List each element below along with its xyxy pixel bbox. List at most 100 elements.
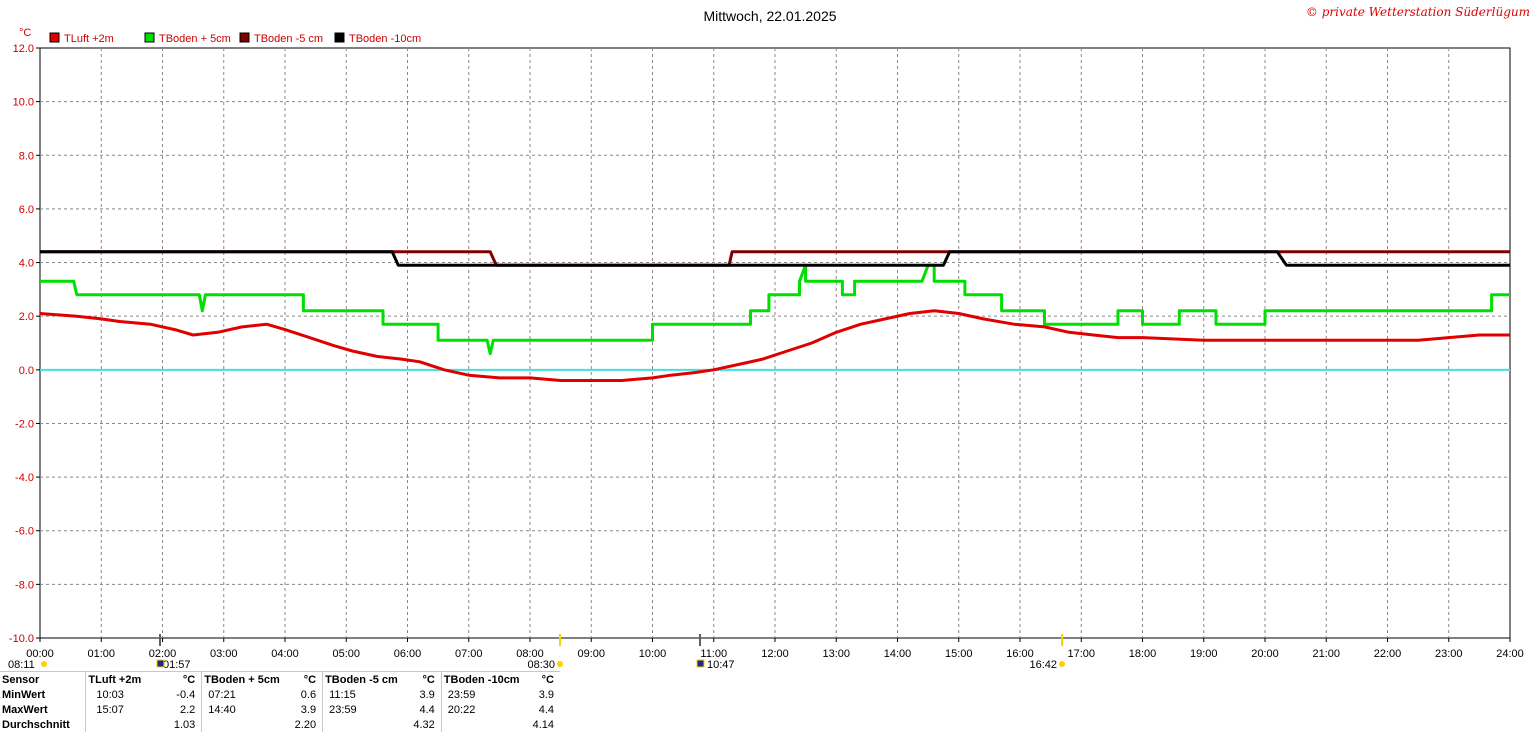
stats-time: 10:03 (85, 687, 165, 702)
x-tick-label: 12:00 (761, 648, 789, 660)
stats-value: 1.03 (173, 718, 196, 731)
stats-header-tbodenm5: TBoden -5 cm (322, 672, 405, 687)
stats-value: 3.9 (538, 688, 554, 701)
x-tick-label: 24:00 (1496, 648, 1524, 660)
copyright-text: © private Wetterstation Süderlügum (1306, 5, 1530, 19)
chart-title: Mittwoch, 22.01.2025 (703, 8, 836, 24)
y-tick-label: -2.0 (15, 418, 34, 430)
x-tick-label: 18:00 (1129, 648, 1157, 660)
stats-header-unit: °C (422, 673, 435, 686)
series-line (39, 309, 1510, 382)
x-tick-label: 20:00 (1251, 648, 1279, 660)
x-tick-label: 01:00 (87, 648, 115, 660)
x-tick-label: 04:00 (271, 648, 299, 660)
legend-label: TBoden -10cm (349, 33, 421, 45)
y-tick-label: 10.0 (13, 97, 34, 109)
marker-time-label: 08:11 (8, 659, 35, 671)
sun-marker (1059, 661, 1065, 667)
x-tick-label: 00:00 (26, 648, 54, 660)
stats-time (201, 717, 286, 732)
x-tick-label: 05:00 (332, 648, 360, 660)
stats-value: 4.4 (419, 703, 435, 716)
sun-marker (41, 661, 47, 667)
legend-swatch (334, 32, 345, 43)
legend-swatch (49, 32, 60, 43)
legend-swatch (239, 32, 250, 43)
stats-value: 4.4 (538, 703, 554, 716)
stats-time: 15:07 (85, 702, 165, 717)
stats-label: Durchschnitt (2, 718, 70, 731)
y-tick-label: 4.0 (19, 258, 34, 270)
series-line (40, 250, 1510, 267)
grid (39, 47, 1511, 639)
stats-value: 3.9 (300, 703, 317, 716)
stats-header-unit: °C (182, 673, 196, 686)
legend-label: TBoden + 5cm (159, 33, 231, 45)
series-line (40, 263, 1510, 356)
stats-header-tboden5: TBoden + 5cm (201, 672, 286, 687)
stats-label: MaxWert (2, 703, 48, 716)
statistics-table: Sensor TLuft +2m °C TBoden + 5cm °C TBod… (0, 671, 560, 745)
y-axis-unit: °C (19, 27, 31, 39)
stats-value: 3.9 (419, 688, 435, 701)
stats-row-min: MinWert 10:03 -0.4 07:21 0.6 11:15 3.9 2… (0, 687, 560, 702)
x-tick-label: 06:00 (394, 648, 422, 660)
stats-time: 20:22 (440, 702, 524, 717)
y-axis-ticks: 12.0 10.0 8.0 6.0 4.0 2.0 0.0 -2.0 -4.0 -6.0 -8.0 -… (9, 43, 40, 645)
stats-row-avg: Durchschnitt 1.03 2.20 4.32 4.14 (0, 717, 560, 732)
x-tick-label: 15:00 (945, 648, 973, 660)
x-tick-label: 11:00 (700, 648, 727, 660)
x-tick-label: 13:00 (822, 648, 850, 660)
y-tick-label: 6.0 (19, 204, 34, 216)
stats-time: 14:40 (201, 702, 286, 717)
y-tick-label: 12.0 (13, 43, 34, 55)
stats-row-max: MaxWert 15:07 2.2 14:40 3.9 23:59 4.4 20… (0, 702, 560, 717)
y-tick-label: -8.0 (15, 579, 34, 591)
stats-header-unit: °C (541, 673, 554, 686)
x-tick-label: 10:00 (639, 648, 667, 660)
stats-header-tbodenm10: TBoden -10cm (440, 672, 524, 687)
y-tick-label: -6.0 (15, 526, 34, 538)
x-axis-ticks: 00:00 01:00 02:00 03:00 04:00 05:00 06:00 07:00… (26, 638, 1524, 660)
x-tick-label: 08:00 (516, 648, 544, 660)
stats-value: 0.6 (300, 688, 317, 701)
marker-time-label: 08:30 (527, 659, 555, 671)
stats-time: 11:15 (322, 687, 405, 702)
x-tick-label: 09:00 (577, 648, 605, 660)
x-tick-label: 03:00 (210, 648, 238, 660)
stats-time: 07:21 (201, 687, 286, 702)
sun-marker (557, 661, 563, 667)
x-tick-label: 02:00 (149, 648, 177, 660)
moon-marker (696, 659, 705, 668)
stats-time: 23:59 (440, 687, 524, 702)
legend-label: TLuft +2m (64, 33, 114, 45)
series-line (40, 250, 1510, 267)
stats-time (440, 717, 524, 732)
stats-value: 2.20 (294, 718, 317, 731)
temperature-chart: Mittwoch, 22.01.2025 © private Wettersta… (8, 5, 1530, 671)
sun-markers: 08:11 01:57 08:30 10:47 16:42 (8, 634, 1065, 671)
y-tick-label: 0.0 (19, 365, 34, 377)
legend-label: TBoden -5 cm (254, 33, 323, 45)
stats-value: -0.4 (176, 688, 196, 701)
x-tick-label: 07:00 (455, 648, 483, 660)
stats-value: 4.14 (532, 718, 554, 731)
series-group (39, 250, 1510, 382)
legend: TLuft +2m TBoden + 5cm TBoden -5 cm TBoden … (49, 32, 421, 45)
stats-value: 4.32 (413, 718, 435, 731)
stats-header-sensor: Sensor (2, 673, 40, 686)
stats-time (322, 717, 405, 732)
y-tick-label: -10.0 (9, 633, 34, 645)
marker-time-label: 10:47 (707, 659, 735, 671)
stats-header-unit: °C (303, 673, 317, 686)
moon-marker (156, 659, 165, 668)
x-tick-label: 23:00 (1435, 648, 1463, 660)
stats-time (85, 717, 165, 732)
y-tick-label: 2.0 (19, 311, 34, 323)
stats-header-tluft: TLuft +2m (85, 672, 165, 687)
y-tick-label: 8.0 (19, 150, 34, 162)
stats-label: MinWert (2, 688, 46, 701)
stats-time: 23:59 (322, 702, 405, 717)
stats-value: 2.2 (179, 703, 196, 716)
x-tick-label: 19:00 (1190, 648, 1218, 660)
